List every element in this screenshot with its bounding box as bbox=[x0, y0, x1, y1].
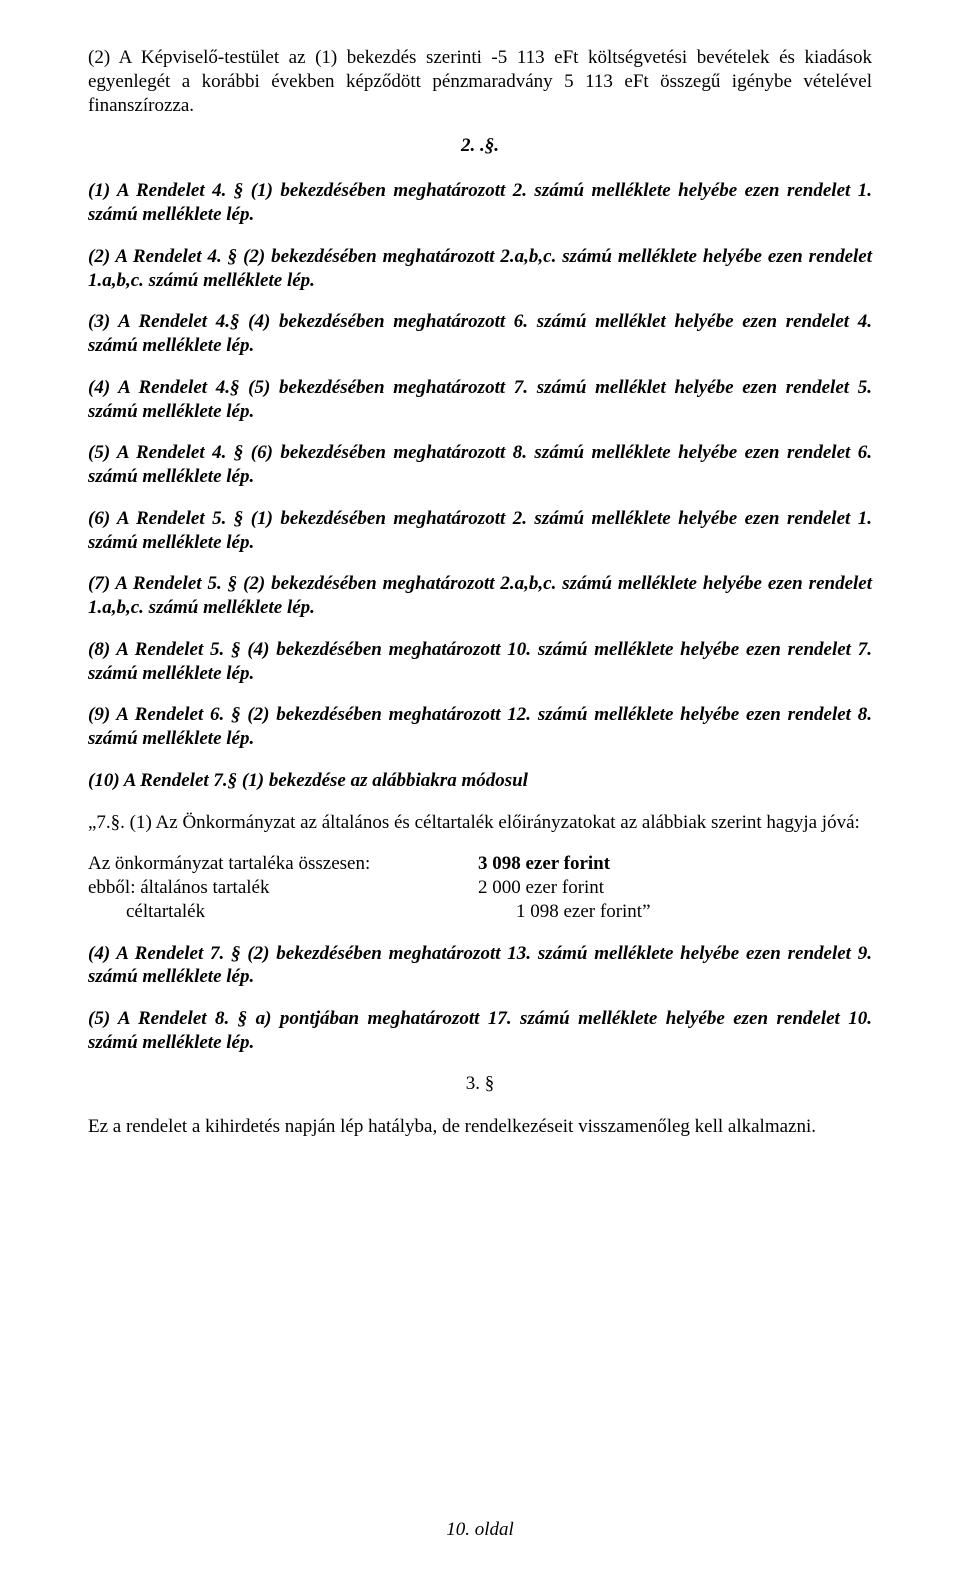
paragraph-final: Ez a rendelet a kihirdetés napján lép ha… bbox=[88, 1115, 872, 1139]
section-number-3: 3. § bbox=[88, 1073, 872, 1095]
reserve-row-general: ebből: általános tartalék 2 000 ezer for… bbox=[88, 876, 872, 900]
paragraph-1: (1) A Rendelet 4. § (1) bekezdésében meg… bbox=[88, 179, 872, 227]
reserve-general-value: 2 000 ezer forint bbox=[478, 876, 872, 900]
paragraph-5: (5) A Rendelet 4. § (6) bekezdésében meg… bbox=[88, 441, 872, 489]
paragraph-8: (8) A Rendelet 5. § (4) bekezdésében meg… bbox=[88, 638, 872, 686]
paragraph-10: (10) A Rendelet 7.§ (1) bekezdése az alá… bbox=[88, 769, 872, 793]
reserve-general-label: ebből: általános tartalék bbox=[88, 876, 478, 900]
section-number-2: 2. .§. bbox=[88, 135, 872, 157]
paragraph-3: (3) A Rendelet 4.§ (4) bekezdésében megh… bbox=[88, 310, 872, 358]
paragraph-11: (4) A Rendelet 7. § (2) bekezdésében meg… bbox=[88, 942, 872, 990]
reserve-row-target: céltartalék 1 098 ezer forint” bbox=[88, 900, 872, 924]
reserve-target-label: céltartalék bbox=[88, 900, 516, 924]
paragraph-quote: „7.§. (1) Az Önkormányzat az általános é… bbox=[88, 811, 872, 835]
reserve-total-value: 3 098 ezer forint bbox=[478, 852, 872, 876]
paragraph-4: (4) A Rendelet 4.§ (5) bekezdésében megh… bbox=[88, 376, 872, 424]
paragraph-2: (2) A Rendelet 4. § (2) bekezdésében meg… bbox=[88, 245, 872, 293]
page-footer: 10. oldal bbox=[0, 1519, 960, 1541]
paragraph-intro: (2) A Képviselő-testület az (1) bekezdés… bbox=[88, 46, 872, 117]
paragraph-12: (5) A Rendelet 8. § a) pontjában meghatá… bbox=[88, 1007, 872, 1055]
reserve-total-label: Az önkormányzat tartaléka összesen: bbox=[88, 852, 478, 876]
paragraph-6: (6) A Rendelet 5. § (1) bekezdésében meg… bbox=[88, 507, 872, 555]
paragraph-9: (9) A Rendelet 6. § (2) bekezdésében meg… bbox=[88, 703, 872, 751]
reserve-table: Az önkormányzat tartaléka összesen: 3 09… bbox=[88, 852, 872, 923]
paragraph-7: (7) A Rendelet 5. § (2) bekezdésében meg… bbox=[88, 572, 872, 620]
reserve-target-value: 1 098 ezer forint” bbox=[516, 900, 872, 924]
document-page: (2) A Képviselő-testület az (1) bekezdés… bbox=[0, 0, 960, 1571]
reserve-row-total: Az önkormányzat tartaléka összesen: 3 09… bbox=[88, 852, 872, 876]
